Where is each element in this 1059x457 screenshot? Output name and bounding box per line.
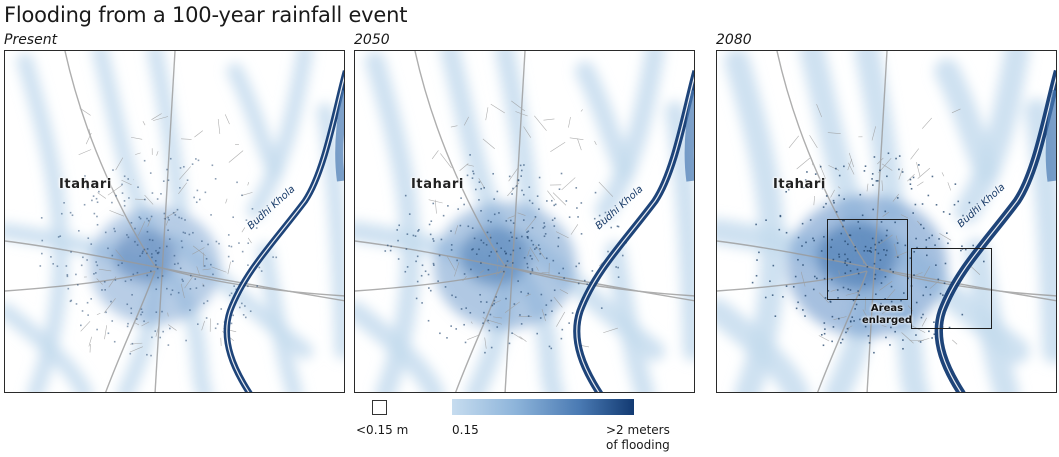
flood-map-2050 [355, 51, 694, 392]
figure-title: Flooding from a 100-year rainfall event [4, 3, 408, 27]
panel-label-2080: 2080 [716, 32, 752, 48]
enlarged-area-box-1 [827, 219, 908, 300]
building-clusters [39, 157, 278, 357]
river-centerline [226, 76, 344, 392]
legend-swatch-no-flood [372, 400, 387, 415]
enlarged-area-box-2 [911, 248, 992, 329]
road-network [5, 51, 344, 392]
tributary [335, 90, 344, 182]
map-panel-present: Itahari Budhi Khola [4, 50, 345, 393]
enlarged-areas-label: Areas enlarged [861, 303, 913, 326]
river-centerline [938, 76, 1056, 392]
city-label: Itahari [59, 177, 112, 192]
legend-gradient-bar [452, 399, 634, 415]
building-clusters [384, 154, 627, 354]
city-label: Itahari [411, 177, 464, 192]
city-label: Itahari [773, 177, 826, 192]
tributary [684, 90, 694, 182]
river-centerline [576, 76, 694, 392]
panel-label-present: Present [4, 32, 58, 48]
map-panel-2080: Itahari Budhi Khola Areas enlarged [716, 50, 1057, 393]
map-panel-2050: Itahari Budhi Khola [354, 50, 695, 393]
tributary [1045, 89, 1056, 182]
legend-below-label: <0.15 m [356, 423, 409, 437]
panel-label-2050: 2050 [354, 32, 390, 48]
legend-min-label: 0.15 [452, 423, 479, 437]
legend-max-label: >2 meters of flooding [606, 423, 670, 452]
flood-map-present [5, 51, 344, 392]
